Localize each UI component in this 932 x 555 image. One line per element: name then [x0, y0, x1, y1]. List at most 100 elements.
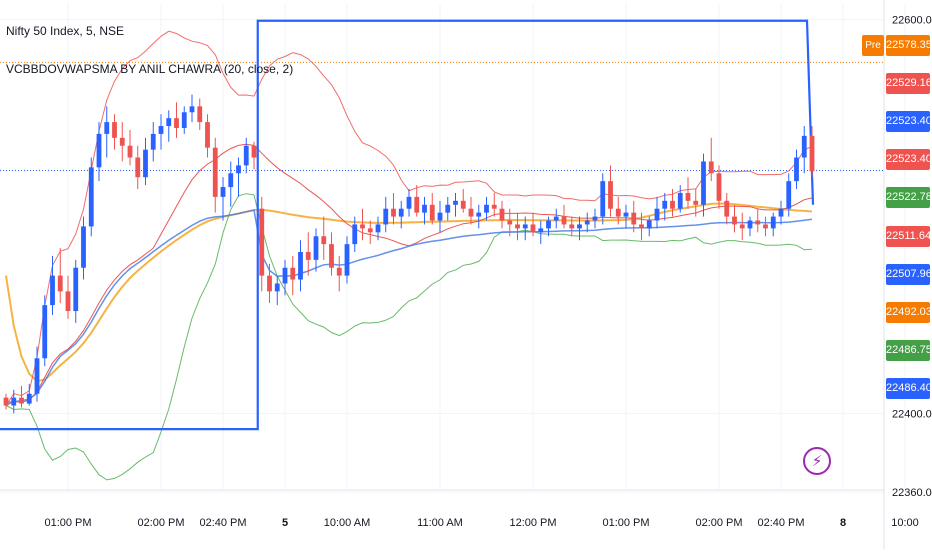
candle-body [205, 122, 210, 148]
candle-body [677, 192, 683, 209]
candle-body [716, 173, 722, 201]
price-tag: 22486.40 [886, 378, 932, 399]
candle-body [243, 145, 249, 166]
time-tick-label: 02:40 PM [757, 517, 804, 529]
candle-body [166, 118, 172, 127]
candle-body [538, 228, 544, 233]
candle-body [344, 244, 350, 276]
candle-body [739, 224, 745, 229]
candle-body [290, 267, 296, 280]
candle-body [429, 204, 435, 221]
candle-body [646, 220, 652, 229]
candle-body [639, 224, 644, 229]
candle-body [181, 112, 187, 128]
candle-body [282, 267, 288, 284]
time-tick-label: 02:40 PM [199, 517, 246, 529]
symbol-title[interactable]: Nifty 50 Index, 5, NSE [6, 24, 125, 38]
candle-body [406, 196, 412, 209]
time-tick-label: 5 [282, 517, 288, 529]
candle-body [50, 275, 55, 306]
candle-body [127, 145, 133, 158]
candle-body [3, 397, 9, 406]
time-tick-label: 8 [840, 517, 846, 529]
candle-body [755, 220, 761, 225]
time-tick-label: 02:00 PM [695, 517, 742, 529]
pre-market-tag: Pre [862, 35, 884, 56]
price-tick-label: 22400.00 [892, 408, 932, 420]
candle-body [96, 133, 102, 168]
candle-body [794, 157, 799, 182]
candle-body [453, 200, 458, 205]
candle-body [65, 291, 71, 312]
candle-body [150, 133, 156, 150]
candle-body [708, 161, 714, 174]
time-tick-label: 10:00 [891, 517, 919, 529]
candle-body [236, 165, 241, 174]
price-tag: 22523.40 [886, 149, 932, 171]
candle-body [491, 204, 497, 209]
price-tag: 22522.78 [886, 187, 932, 209]
price-tick-label: 22360.00 [892, 487, 932, 499]
candle-body [321, 236, 327, 245]
candle-body [259, 208, 265, 276]
candle-body [693, 200, 699, 205]
candle-body [26, 393, 32, 404]
candle-body [786, 181, 792, 209]
grid-lines [0, 4, 906, 493]
candle-body [305, 252, 311, 260]
candle-body [484, 204, 489, 213]
candle-body [375, 224, 381, 233]
candle-body [220, 187, 226, 197]
time-tick-label: 01:00 PM [44, 517, 91, 529]
candle-body [499, 208, 505, 221]
candle-body [770, 216, 776, 229]
time-tick-label: 01:00 PM [602, 517, 649, 529]
candle-body [515, 224, 520, 229]
candle-body [553, 216, 559, 221]
candle-body [445, 204, 451, 213]
candle-body [398, 208, 404, 217]
candle-body [662, 200, 668, 209]
candle-body [174, 118, 179, 128]
bb-lower-line [5, 193, 813, 481]
candle-body [251, 145, 257, 158]
candle-body [158, 126, 164, 134]
candle-body [778, 208, 784, 217]
sma-line [5, 202, 813, 383]
candle-body [546, 220, 551, 229]
candle-body [476, 212, 482, 217]
candle-body [615, 208, 621, 217]
candle-body [81, 226, 86, 268]
candle-body [19, 397, 24, 404]
candle-body [298, 252, 303, 280]
candle-body [422, 204, 427, 213]
candle-body [391, 208, 396, 217]
time-tick-label: 10:00 AM [324, 517, 370, 529]
candle-body [600, 181, 606, 217]
candle-body [329, 244, 334, 268]
candle-body [437, 212, 443, 221]
indicator-label[interactable]: VCBBDOVWAPSMA BY ANIL CHAWRA (20, close,… [6, 62, 294, 76]
candle-body [801, 135, 807, 158]
candle-body [507, 220, 513, 225]
vwap-line [5, 209, 813, 404]
lightning-icon[interactable]: ⚡ [803, 447, 831, 475]
price-tick-label: 22600.00 [892, 15, 932, 27]
candle-body [42, 305, 48, 359]
candle-body [670, 200, 675, 209]
candle-body [608, 181, 613, 209]
candle-body [654, 208, 660, 221]
bb-basis-line [5, 143, 813, 406]
candle-body [143, 149, 148, 178]
candle-body [569, 224, 575, 229]
candle-body [34, 358, 40, 394]
price-tag: 22529.16 [886, 73, 932, 95]
price-tag: 22507.96 [886, 263, 932, 285]
candle-body [460, 200, 466, 209]
candle-body [809, 135, 815, 172]
candle-body [732, 216, 737, 225]
price-tag: 22578.35 [886, 35, 932, 56]
price-tag: 22523.40 [886, 111, 932, 133]
